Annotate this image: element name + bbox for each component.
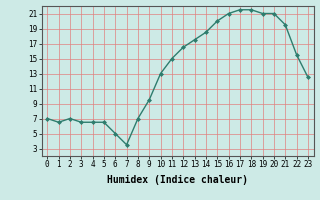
- X-axis label: Humidex (Indice chaleur): Humidex (Indice chaleur): [107, 175, 248, 185]
